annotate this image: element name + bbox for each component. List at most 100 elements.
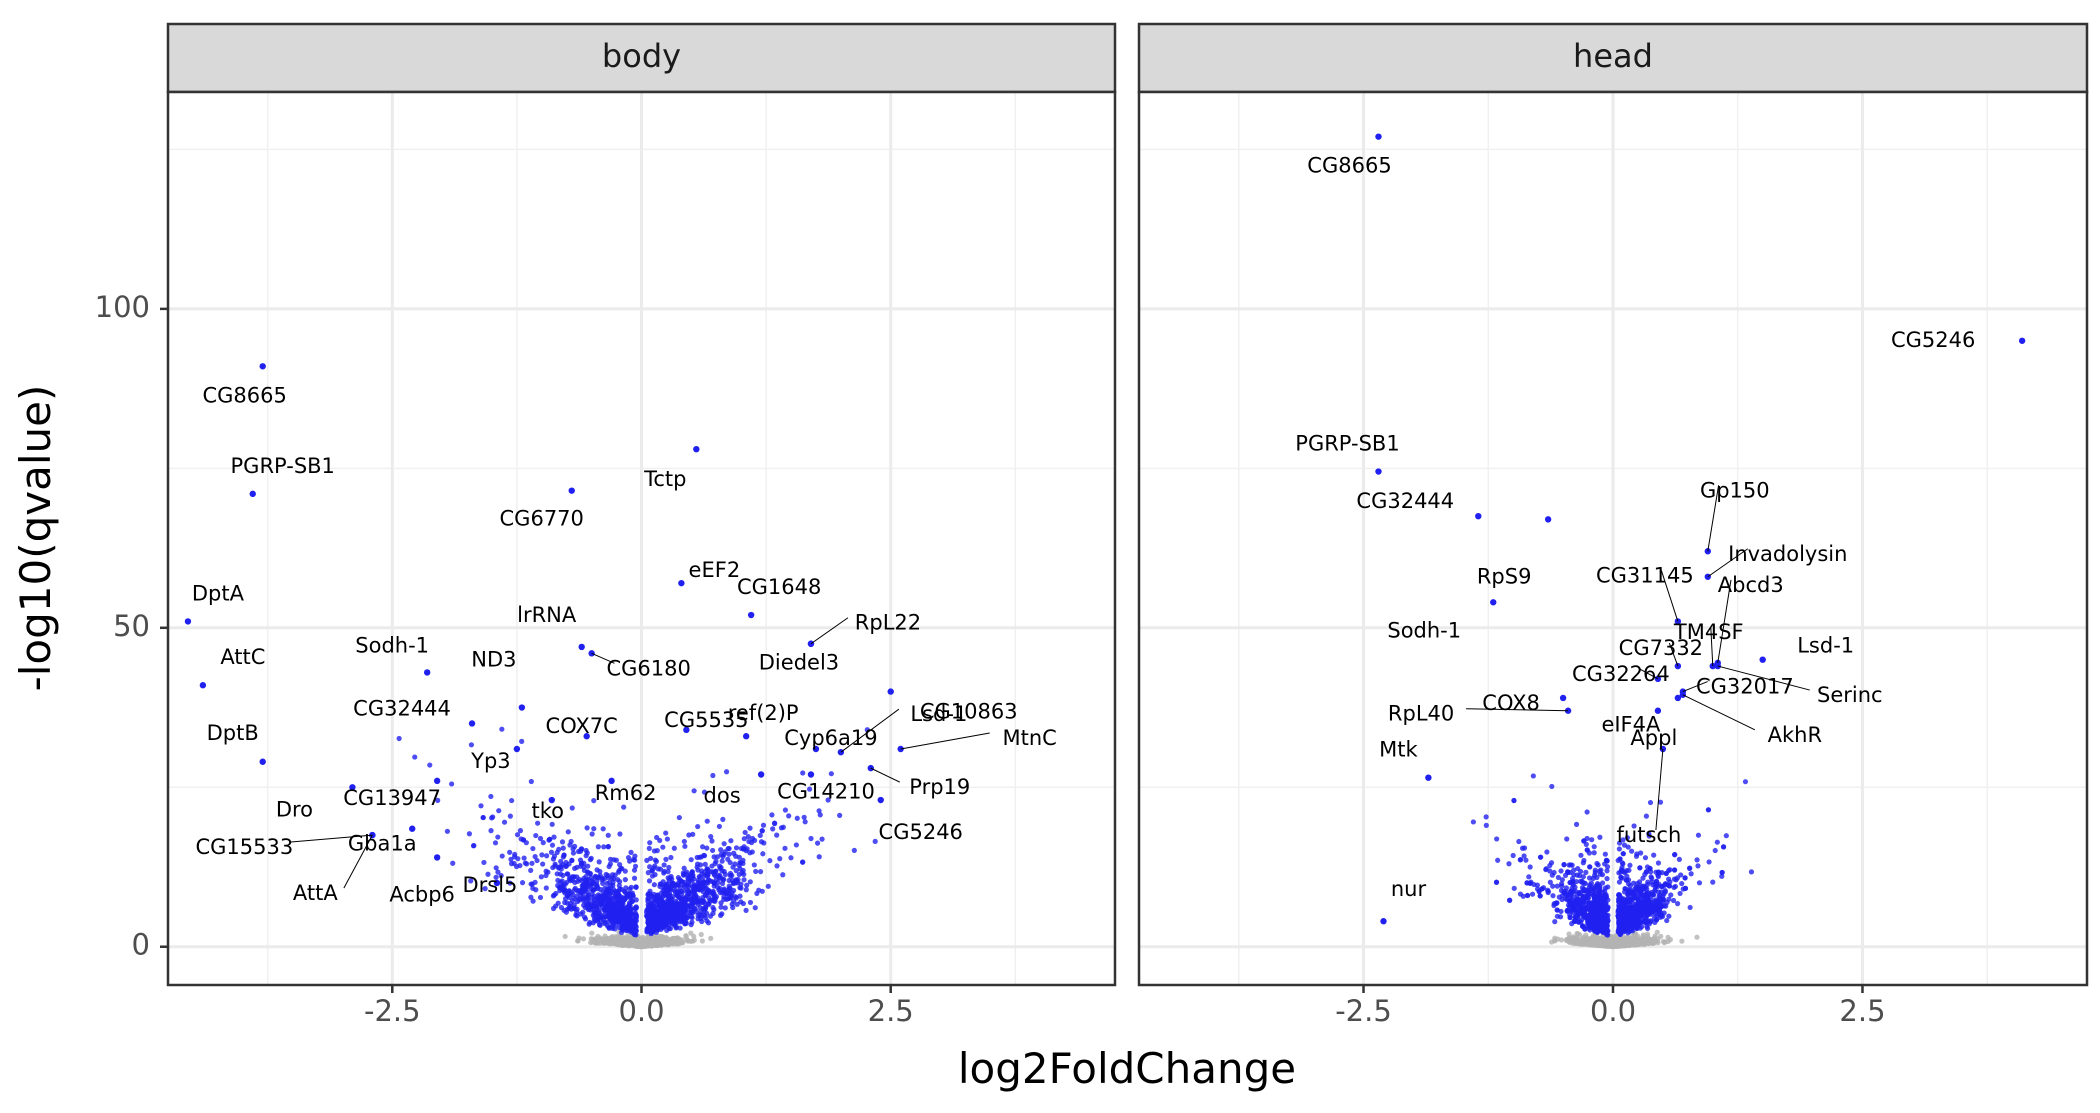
data-point-labeled	[683, 726, 690, 734]
data-point	[512, 851, 518, 858]
data-point	[592, 909, 598, 915]
data-point-labeled	[259, 758, 266, 765]
data-point	[567, 842, 573, 848]
data-point	[669, 921, 675, 927]
data-point	[533, 887, 539, 893]
data-point	[550, 893, 556, 899]
data-point	[648, 930, 655, 936]
data-point	[1551, 869, 1557, 876]
data-point-nonsig	[1549, 939, 1555, 945]
data-point	[1643, 869, 1649, 875]
data-point-labeled	[548, 796, 555, 804]
data-point	[669, 880, 676, 886]
data-point	[529, 860, 535, 866]
data-point	[712, 898, 718, 904]
data-point	[673, 924, 679, 930]
point-label: CG32444	[1356, 489, 1454, 513]
data-point	[1719, 873, 1725, 879]
data-point-nonsig	[691, 933, 697, 939]
data-point	[555, 877, 561, 884]
data-point	[493, 865, 499, 871]
data-point	[749, 839, 755, 846]
data-point	[697, 905, 703, 911]
data-point	[1664, 917, 1670, 924]
data-point-labeled	[1759, 656, 1766, 663]
data-point	[732, 894, 739, 900]
data-point	[596, 859, 602, 865]
data-point	[725, 846, 731, 852]
point-label: CG13947	[343, 786, 441, 810]
data-point-labeled	[1490, 599, 1497, 606]
data-point	[628, 910, 634, 916]
strip-body	[166, 22, 1117, 94]
data-point-labeled	[812, 745, 820, 753]
data-point	[579, 878, 585, 884]
data-point	[1568, 862, 1574, 868]
data-point	[761, 840, 767, 846]
data-point	[1558, 868, 1564, 874]
data-point	[450, 860, 456, 866]
data-point	[1710, 879, 1716, 885]
data-point-labeled	[678, 579, 685, 587]
data-point	[1650, 908, 1657, 914]
data-point	[713, 894, 719, 900]
data-point	[695, 867, 701, 873]
data-point	[1596, 891, 1602, 897]
data-point	[1652, 887, 1658, 893]
data-point	[529, 881, 535, 887]
data-point	[1602, 885, 1609, 891]
data-point	[1617, 856, 1623, 862]
data-point	[1564, 907, 1570, 914]
data-point	[556, 865, 562, 871]
data-point	[1616, 904, 1622, 910]
data-point	[743, 907, 749, 913]
data-point	[1687, 904, 1693, 911]
data-point-nonsig	[1593, 942, 1599, 948]
data-point	[1517, 857, 1523, 863]
data-point	[588, 886, 594, 892]
data-point	[550, 905, 557, 912]
data-point	[1629, 911, 1635, 917]
data-point	[662, 918, 668, 924]
data-point-labeled	[409, 825, 416, 832]
data-point	[1511, 797, 1517, 804]
data-point	[562, 881, 568, 887]
data-point	[1645, 893, 1651, 900]
data-point	[671, 914, 677, 920]
data-point-labeled	[583, 733, 590, 740]
data-point	[1621, 903, 1628, 910]
label-leader-line	[1717, 579, 1732, 663]
point-label: DptA	[192, 581, 245, 605]
data-point	[549, 821, 555, 827]
x-tick-label: -2.5	[1335, 994, 1392, 1028]
data-point	[1657, 799, 1664, 805]
data-point	[1591, 844, 1597, 850]
data-point	[1604, 929, 1610, 936]
data-point	[596, 922, 603, 928]
data-point-labeled	[1380, 918, 1387, 925]
data-point	[1580, 874, 1586, 880]
data-point	[692, 894, 698, 901]
data-point-labeled	[877, 796, 884, 804]
data-point	[1653, 917, 1660, 923]
data-point	[1660, 896, 1666, 903]
data-point	[730, 864, 736, 870]
data-point-nonsig	[1642, 937, 1648, 943]
data-point	[688, 897, 694, 903]
point-label: CG10863	[920, 700, 1018, 724]
data-point	[701, 873, 707, 879]
data-point	[633, 912, 640, 918]
data-point	[570, 891, 576, 898]
data-point	[760, 822, 767, 828]
data-point	[705, 877, 711, 883]
data-point	[520, 837, 527, 843]
data-point	[806, 786, 813, 792]
data-point	[563, 863, 569, 869]
point-label: Serinc	[1817, 683, 1883, 707]
data-point	[730, 898, 737, 904]
data-point	[1561, 862, 1567, 868]
data-point	[1620, 898, 1626, 904]
data-point	[1623, 908, 1629, 914]
data-point	[594, 867, 600, 873]
data-point-nonsig	[591, 938, 597, 944]
